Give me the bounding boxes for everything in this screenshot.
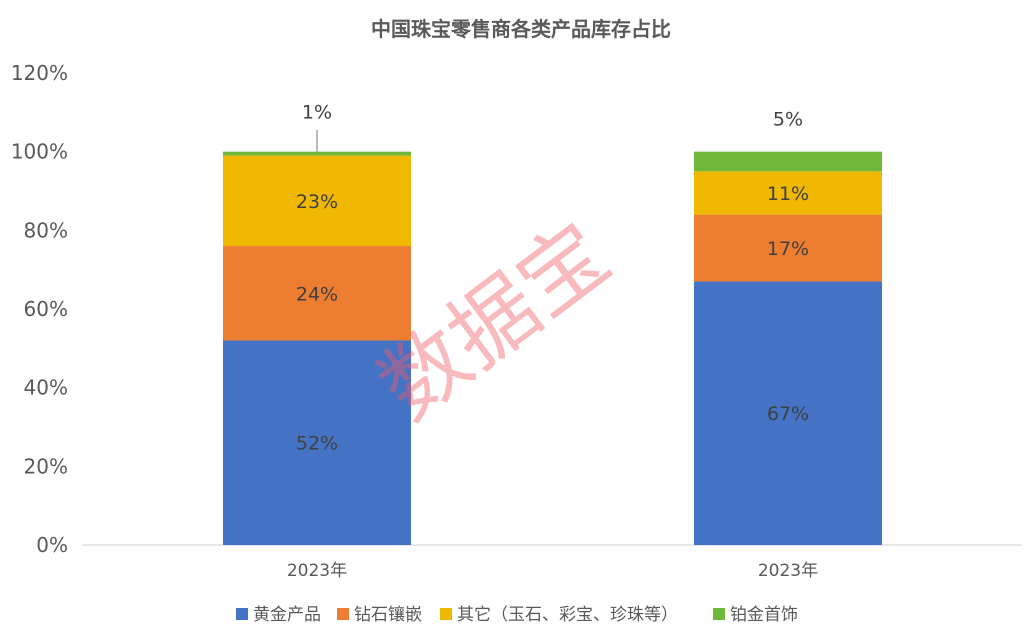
y-tick-label: 80%	[24, 218, 68, 242]
y-tick-label: 120%	[11, 61, 68, 85]
legend: 黄金产品 钻石镶嵌 其它（玉石、彩宝、珍珠等） 铂金首饰	[236, 604, 798, 625]
y-axis: 0% 20% 40% 60% 80% 100% 120%	[11, 61, 68, 557]
legend-label: 其它（玉石、彩宝、珍珠等）	[457, 605, 678, 625]
y-tick-label: 40%	[24, 376, 68, 400]
bar-segment	[694, 151, 882, 172]
y-tick-label: 0%	[36, 533, 68, 557]
bar-segment	[694, 281, 882, 545]
legend-swatch	[713, 608, 725, 620]
bar-segment	[694, 214, 882, 282]
legend-label: 铂金首饰	[730, 605, 798, 625]
y-tick-label: 20%	[24, 454, 68, 478]
y-tick-label: 60%	[24, 297, 68, 321]
bar-segment	[223, 340, 411, 545]
data-label: 23%	[296, 191, 338, 213]
data-labels: 52% 24% 23% 1% 67% 17% 11% 5%	[296, 102, 809, 455]
legend-swatch	[236, 608, 248, 620]
x-axis: 2023年 2023年	[287, 561, 818, 581]
bars	[223, 151, 882, 545]
x-tick-label: 2023年	[287, 561, 347, 581]
legend-swatch	[440, 608, 452, 620]
legend-label: 钻石镶嵌	[354, 604, 422, 625]
data-label: 11%	[767, 183, 809, 205]
data-label: 67%	[767, 403, 809, 425]
bar-segment	[694, 171, 882, 215]
data-label: 52%	[296, 433, 338, 455]
y-tick-label: 100%	[11, 140, 68, 164]
bar-segment	[223, 151, 411, 156]
data-label: 17%	[767, 238, 809, 260]
data-label: 5%	[773, 109, 803, 131]
legend-label: 黄金产品	[253, 605, 321, 625]
legend-swatch	[337, 608, 349, 620]
data-label: 24%	[296, 283, 338, 305]
chart-title: 中国珠宝零售商各类产品库存占比	[371, 17, 671, 41]
data-label: 1%	[302, 102, 332, 124]
bar-segment	[223, 246, 411, 341]
x-tick-label: 2023年	[758, 561, 818, 581]
bar-segment	[223, 155, 411, 247]
